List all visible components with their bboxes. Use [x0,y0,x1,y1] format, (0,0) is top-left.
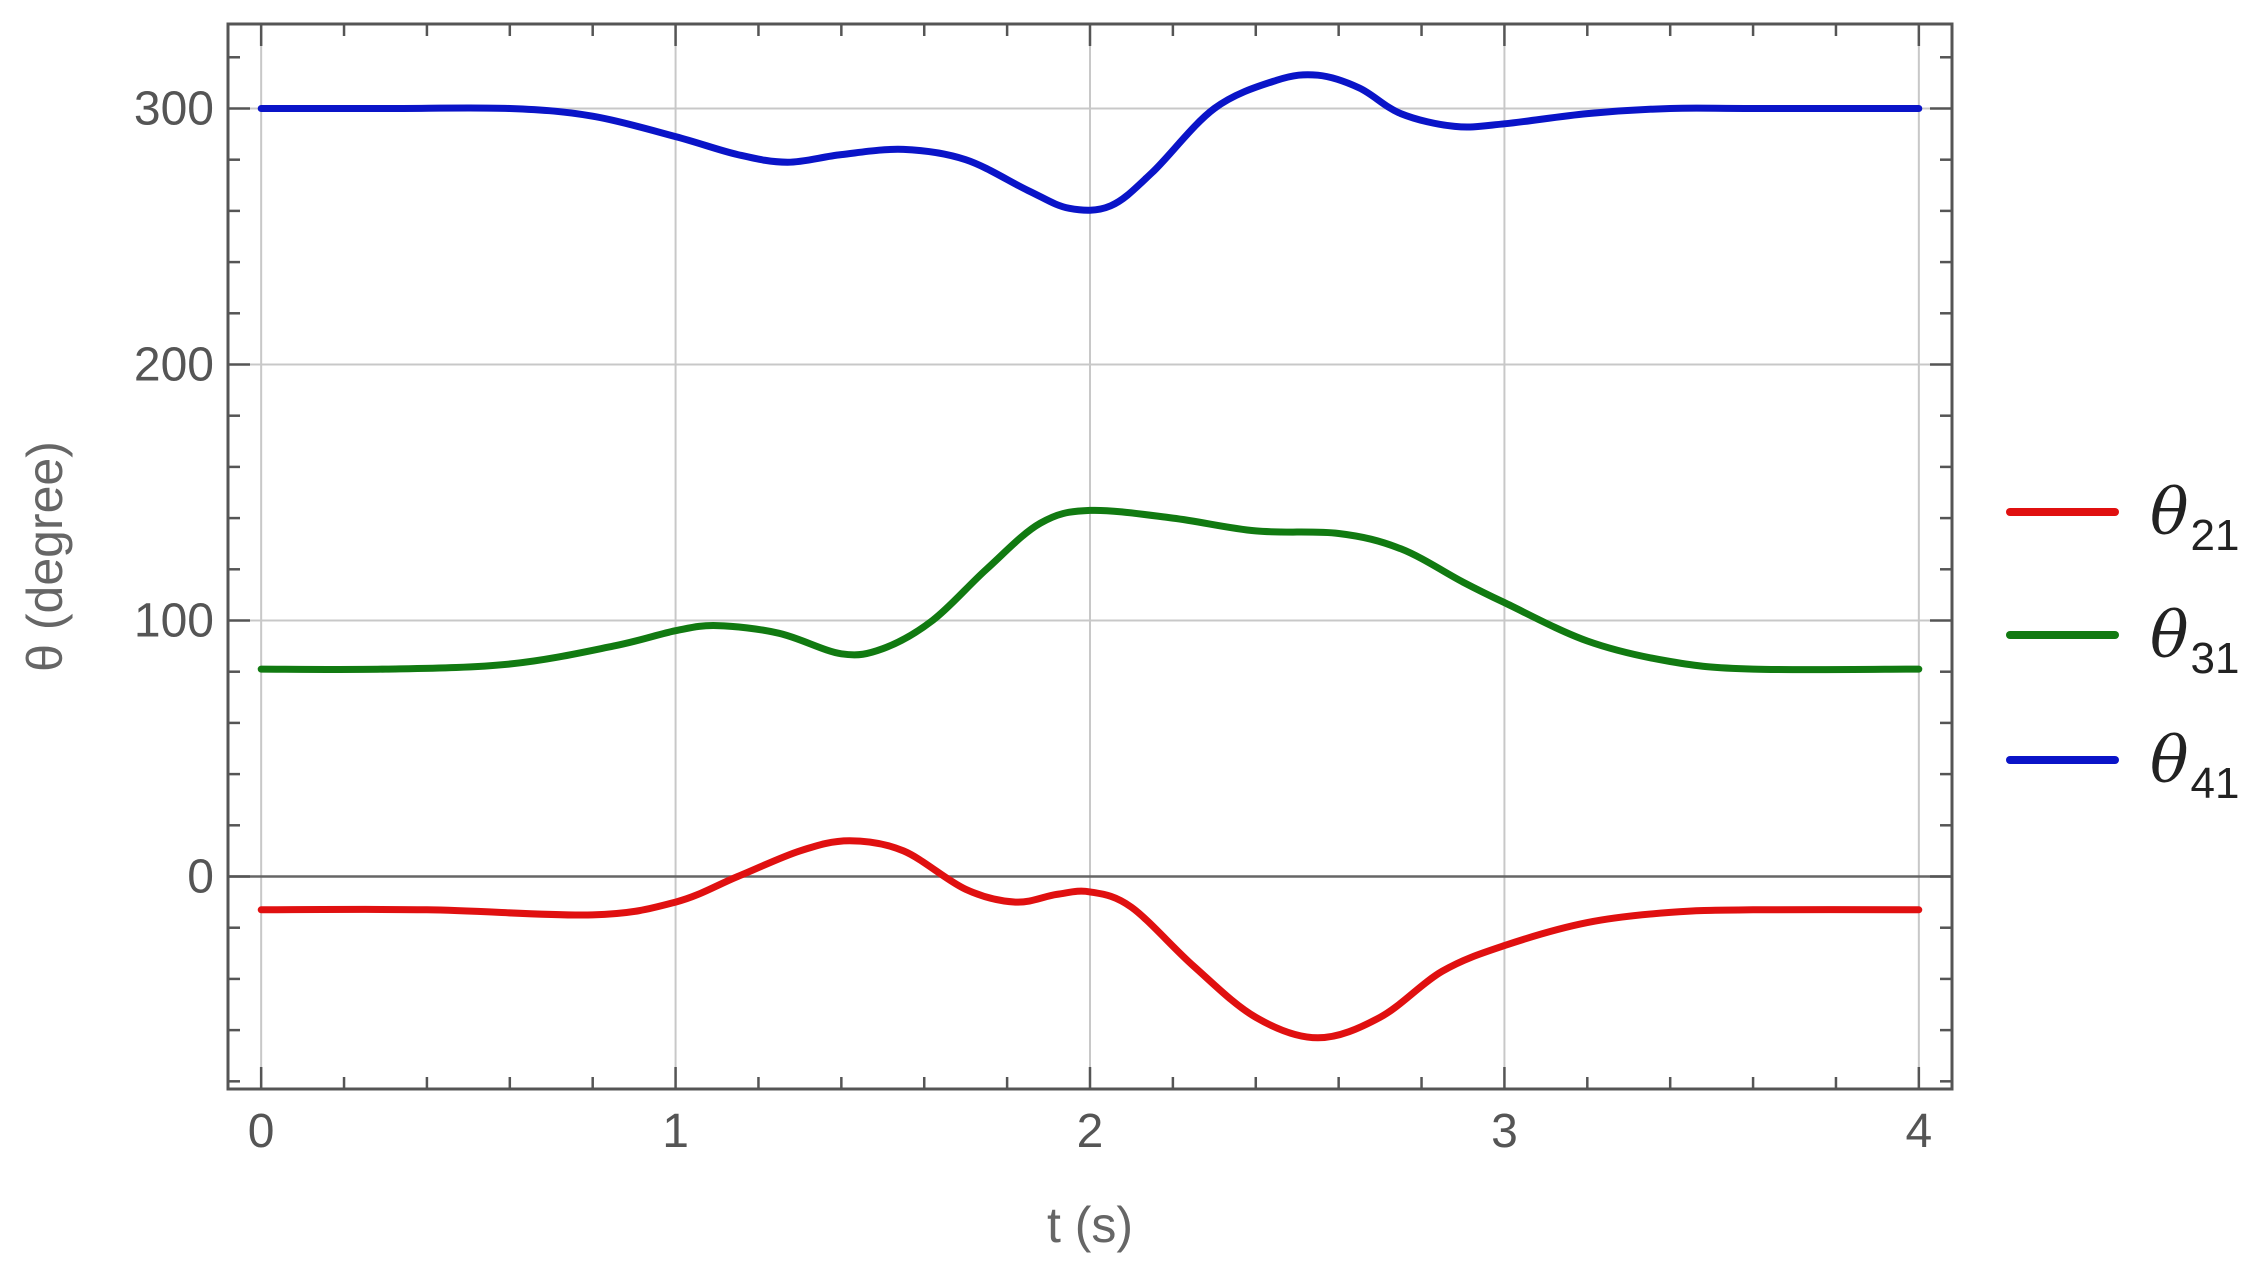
x-tick-label: 0 [248,1105,275,1158]
y-tick-label: 100 [134,595,214,648]
grid-lines [228,24,1952,1089]
y-tick-label: 300 [134,82,214,135]
legend-label-subscript: 21 [2191,511,2240,560]
y-tick-label: 0 [187,851,214,904]
tick-labels: 0 1 2 3 4 0 100 200 300 [134,82,1932,1158]
series-lines [257,71,1923,1042]
series-line-41 [257,71,1923,214]
legend-label-base: θ [2150,476,2189,550]
x-tick-label: 4 [1905,1105,1932,1158]
legend-label-subscript: 31 [2191,634,2240,683]
legend-item-31: θ31 [2006,599,2239,683]
legend-item-41: θ41 [2006,724,2239,808]
y-tick-label: 200 [134,338,214,391]
legend-label-base: θ [2150,724,2189,798]
legend-label-base: θ [2150,599,2189,673]
legend-item-21: θ21 [2006,476,2239,560]
x-axis-label: t (s) [1047,1197,1133,1253]
series-line-21 [257,837,1923,1042]
series-line-31 [257,506,1923,674]
axis-ticks [228,24,1952,1089]
x-tick-label: 1 [662,1105,689,1158]
legend-label: θ41 [2150,724,2239,808]
y-axis-label: θ (degree) [17,441,73,672]
x-tick-label: 2 [1077,1105,1104,1158]
legend-label-subscript: 41 [2191,759,2240,808]
legend-label: θ21 [2150,476,2239,560]
legend-label: θ31 [2150,599,2239,683]
x-tick-label: 3 [1491,1105,1518,1158]
